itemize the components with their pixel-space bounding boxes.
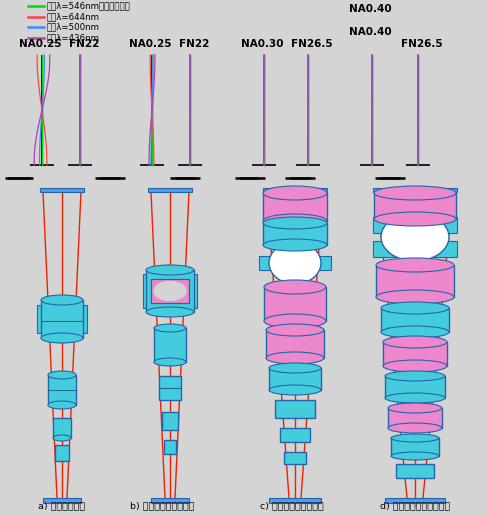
Bar: [48, 375, 76, 405]
Ellipse shape: [264, 314, 326, 328]
Ellipse shape: [41, 295, 83, 305]
Text: NA0.25: NA0.25: [129, 39, 171, 49]
Bar: [164, 440, 176, 454]
Ellipse shape: [381, 302, 449, 314]
Bar: [373, 188, 457, 192]
Ellipse shape: [374, 186, 456, 200]
Bar: [263, 193, 327, 221]
Ellipse shape: [146, 265, 194, 275]
Ellipse shape: [391, 452, 439, 460]
Ellipse shape: [263, 217, 327, 229]
Ellipse shape: [263, 239, 327, 251]
Text: 緑：λ=546nm（基準波長）: 緑：λ=546nm（基準波長）: [47, 2, 131, 10]
Bar: [263, 223, 327, 245]
Bar: [148, 188, 192, 192]
Bar: [269, 368, 321, 390]
Text: FN22: FN22: [69, 39, 99, 49]
Ellipse shape: [154, 324, 186, 332]
Ellipse shape: [381, 213, 449, 261]
Bar: [37, 305, 87, 333]
Ellipse shape: [388, 403, 442, 413]
Text: 赤：λ=644nm: 赤：λ=644nm: [47, 12, 100, 21]
Text: NA0.25: NA0.25: [19, 39, 61, 49]
Text: a) アクロマート: a) アクロマート: [38, 501, 86, 510]
Bar: [143, 274, 197, 308]
Text: 青：λ=500nm: 青：λ=500nm: [47, 23, 100, 31]
Bar: [383, 342, 447, 366]
Ellipse shape: [154, 281, 186, 301]
Ellipse shape: [41, 333, 83, 343]
Bar: [391, 438, 439, 456]
Ellipse shape: [269, 385, 321, 395]
Text: d) プランアポクロマート: d) プランアポクロマート: [380, 501, 450, 510]
Ellipse shape: [48, 401, 76, 409]
Ellipse shape: [383, 336, 447, 348]
Ellipse shape: [266, 352, 324, 364]
Bar: [146, 270, 194, 312]
Ellipse shape: [381, 326, 449, 338]
Bar: [40, 188, 84, 192]
Bar: [374, 193, 456, 219]
Ellipse shape: [376, 290, 454, 304]
Ellipse shape: [269, 242, 321, 284]
Bar: [159, 376, 181, 400]
Ellipse shape: [374, 212, 456, 226]
Text: b) プランアクロマート: b) プランアクロマート: [130, 501, 194, 510]
Text: FN22: FN22: [179, 39, 209, 49]
Text: 紫：λ=436nm: 紫：λ=436nm: [47, 33, 100, 42]
Text: FN26.5: FN26.5: [291, 39, 333, 49]
Ellipse shape: [53, 435, 71, 441]
Bar: [385, 376, 445, 398]
Ellipse shape: [385, 393, 445, 403]
Ellipse shape: [264, 280, 326, 294]
Bar: [259, 256, 331, 270]
Bar: [275, 400, 315, 418]
Bar: [55, 445, 69, 461]
Text: NA0.30: NA0.30: [241, 39, 283, 49]
Ellipse shape: [385, 371, 445, 381]
Ellipse shape: [388, 423, 442, 433]
Bar: [396, 464, 434, 478]
Ellipse shape: [263, 214, 327, 228]
Ellipse shape: [391, 434, 439, 442]
Text: NA0.40: NA0.40: [349, 27, 392, 37]
Bar: [381, 308, 449, 332]
Bar: [373, 241, 457, 257]
Text: FN26.5: FN26.5: [401, 39, 443, 49]
Ellipse shape: [266, 324, 324, 336]
Ellipse shape: [269, 363, 321, 373]
Bar: [151, 279, 189, 303]
Bar: [373, 217, 457, 233]
Ellipse shape: [376, 258, 454, 272]
Bar: [280, 428, 310, 442]
Bar: [43, 498, 81, 503]
Text: c) プランフルオリート: c) プランフルオリート: [260, 501, 324, 510]
Bar: [388, 408, 442, 428]
Ellipse shape: [383, 360, 447, 372]
Bar: [284, 452, 306, 464]
Bar: [269, 498, 321, 503]
Bar: [151, 279, 189, 303]
Bar: [154, 328, 186, 362]
Text: NA0.40: NA0.40: [349, 4, 392, 14]
Bar: [385, 498, 445, 503]
Bar: [53, 418, 71, 438]
Bar: [151, 498, 189, 503]
Bar: [263, 188, 327, 192]
Ellipse shape: [154, 358, 186, 366]
Bar: [376, 265, 454, 297]
Bar: [162, 412, 178, 430]
Ellipse shape: [48, 371, 76, 379]
Bar: [266, 330, 324, 358]
Bar: [41, 300, 83, 338]
Ellipse shape: [263, 186, 327, 200]
Bar: [264, 287, 326, 321]
Ellipse shape: [146, 307, 194, 317]
